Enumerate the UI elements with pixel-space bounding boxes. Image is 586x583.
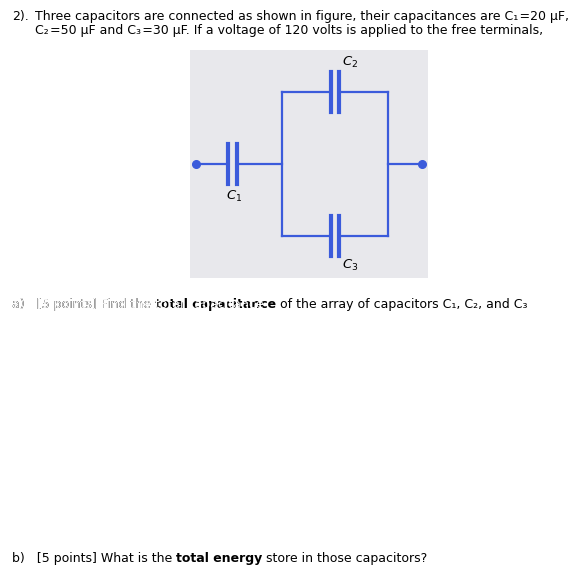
Text: a)   [5 points] Find the: a) [5 points] Find the <box>12 298 155 311</box>
Text: a)   [5 points] Find the total capacitance: a) [5 points] Find the total capacitance <box>12 298 263 311</box>
Text: total capacitance: total capacitance <box>155 298 276 311</box>
Text: $C_3$: $C_3$ <box>342 258 359 273</box>
Text: b)   [5 points] What is the: b) [5 points] What is the <box>12 552 176 565</box>
Text: C₂ =50 μF and C₃ =30 μF. If a voltage of 120 volts is applied to the free termin: C₂ =50 μF and C₃ =30 μF. If a voltage of… <box>35 24 543 37</box>
Text: a)   [5 points] Find the: a) [5 points] Find the <box>12 298 155 311</box>
Text: total energy: total energy <box>176 552 263 565</box>
Text: $C_2$: $C_2$ <box>342 55 358 70</box>
Text: store in those capacitors?: store in those capacitors? <box>263 552 428 565</box>
Text: Three capacitors are connected as shown in figure, their capacitances are C₁ =20: Three capacitors are connected as shown … <box>35 10 569 23</box>
Text: $C_1$: $C_1$ <box>226 189 242 204</box>
Text: 2).: 2). <box>12 10 29 23</box>
Bar <box>190 50 428 278</box>
Text: of the array of capacitors C₁, C₂, and C₃: of the array of capacitors C₁, C₂, and C… <box>276 298 527 311</box>
